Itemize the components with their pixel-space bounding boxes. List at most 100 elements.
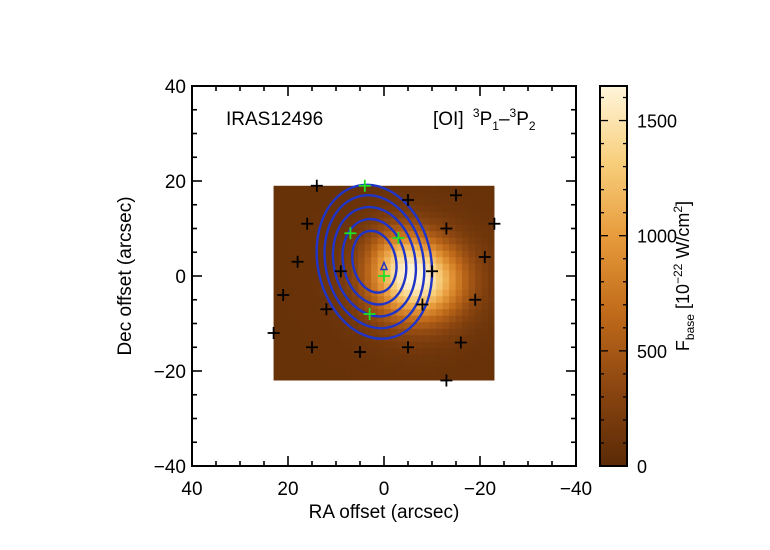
map-pixel [397,361,404,369]
map-pixel [280,257,287,265]
map-pixel [468,283,476,291]
map-pixel [416,244,424,252]
map-pixel [332,205,339,213]
map-pixel [306,367,313,375]
map-pixel [293,335,300,343]
map-pixel [423,244,430,252]
map-pixel [423,361,430,369]
map-pixel [390,263,398,271]
map-pixel [403,367,411,375]
map-pixel [403,237,411,245]
map-pixel [436,198,443,206]
map-pixel [319,237,326,245]
map-pixel [442,341,450,349]
map-pixel [345,367,352,375]
map-pixel [351,231,359,239]
map-pixel [488,309,495,317]
map-pixel [442,250,450,258]
map-pixel [351,263,359,271]
map-pixel [390,185,398,193]
map-pixel [280,231,287,239]
map-pixel [481,348,489,356]
map-pixel [475,354,482,362]
map-pixel [273,335,281,343]
map-pixel [468,289,476,297]
x-tick-label: −20 [464,479,496,500]
map-pixel [423,348,430,356]
map-pixel [338,283,346,291]
map-pixel [312,315,320,323]
map-pixel [364,224,372,232]
map-pixel [423,218,430,226]
map-pixel [488,283,495,291]
map-pixel [377,322,385,330]
map-pixel [436,322,443,330]
map-pixel [423,283,430,291]
map-pixel [299,270,307,278]
map-pixel [325,231,333,239]
map-pixel [423,211,430,219]
map-pixel [416,283,424,291]
map-pixel [332,367,339,375]
map-pixel [299,367,307,375]
map-pixel [442,263,450,271]
map-pixel [319,315,326,323]
map-pixel [481,296,489,304]
map-pixel [299,257,307,265]
map-pixel [442,257,450,265]
spaxel-marker-black [267,327,280,339]
map-pixel [351,354,359,362]
map-pixel [364,361,372,369]
map-pixel [462,341,469,349]
map-pixel [338,198,346,206]
map-pixel [364,270,372,278]
map-pixel [286,302,294,310]
map-pixel [397,322,404,330]
map-pixel [364,302,372,310]
spaxel-marker-black [416,298,429,311]
map-pixel [299,231,307,239]
map-pixel [364,296,372,304]
map-pixel [364,276,372,284]
map-pixel [397,367,404,375]
contour-level-2 [341,217,408,306]
map-pixel [410,302,417,310]
map-pixel [371,231,378,239]
map-pixel [455,270,463,278]
map-pixel [403,224,411,232]
map-pixel [455,354,463,362]
map-pixel [442,354,450,362]
map-pixel [397,250,404,258]
map-pixel [293,192,300,200]
map-pixel [332,302,339,310]
line-label: [OI] 3P1–3P2 [433,106,536,133]
map-pixel [390,354,398,362]
map-pixel [397,270,404,278]
map-pixel [364,263,372,271]
map-pixel [475,224,482,232]
map-pixel [390,374,398,381]
map-pixel [455,361,463,369]
map-pixel [358,361,365,369]
map-pixel [468,354,476,362]
map-pixel [306,302,313,310]
map-pixel [306,283,313,291]
map-pixel [416,315,424,323]
map-pixel [449,335,456,343]
map-pixel [455,328,463,336]
map-pixel [377,185,385,193]
map-pixel [384,296,391,304]
map-pixel [462,374,469,381]
map-pixel [358,257,365,265]
map-pixel [286,198,294,206]
map-pixel [351,374,359,381]
map-pixel [481,341,489,349]
map-pixel [475,257,482,265]
map-pixel [332,315,339,323]
map-pixel [345,341,352,349]
map-pixel [338,185,346,193]
map-pixel [325,315,333,323]
map-pixel [280,198,287,206]
map-pixel [358,289,365,297]
map-pixel [377,367,385,375]
